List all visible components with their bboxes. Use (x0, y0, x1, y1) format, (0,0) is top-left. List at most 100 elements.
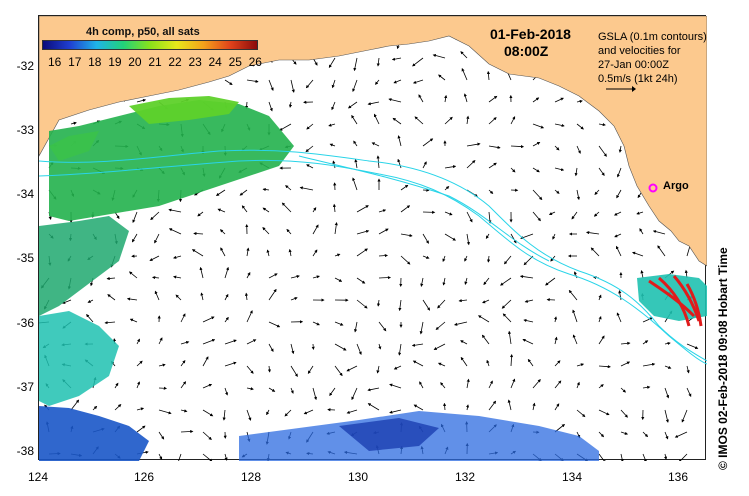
velocity-arrow (501, 299, 512, 309)
velocity-arrow (400, 255, 411, 265)
velocity-arrow (136, 338, 140, 345)
velocity-arrow (224, 387, 229, 396)
velocity-arrow (466, 142, 481, 147)
velocity-arrow (444, 94, 448, 103)
velocity-arrow (224, 339, 237, 345)
velocity-arrow (443, 402, 447, 411)
velocity-arrow (554, 97, 564, 103)
velocity-arrow (664, 431, 669, 440)
velocity-arrow (70, 399, 80, 411)
velocity-arrow (356, 299, 368, 309)
velocity-arrow (334, 343, 347, 351)
land-mass (39, 16, 707, 267)
velocity-arrow (510, 116, 516, 125)
velocity-arrow (266, 409, 270, 416)
x-tick-label: 134 (561, 470, 583, 484)
velocity-arrow (373, 113, 380, 125)
velocity-arrow (281, 202, 292, 213)
velocity-arrow (532, 378, 541, 389)
velocity-arrow (598, 145, 607, 157)
velocity-arrow (354, 158, 358, 169)
velocity-arrow (267, 365, 272, 373)
velocity-arrow (378, 228, 389, 235)
velocity-arrow (412, 79, 424, 84)
velocity-arrow (481, 334, 490, 345)
velocity-arrow (664, 341, 671, 346)
velocity-arrow (465, 404, 470, 411)
colorbar-tick: 25 (228, 55, 242, 69)
velocity-arrow (290, 275, 300, 279)
velocity-arrow (681, 409, 688, 423)
velocity-arrow (114, 382, 119, 389)
velocity-arrow (222, 409, 226, 421)
velocity-arrow (510, 378, 516, 389)
velocity-arrow (532, 211, 541, 222)
velocity-arrow (572, 309, 578, 323)
velocity-arrow (576, 189, 580, 201)
velocity-arrow (620, 409, 628, 418)
velocity-arrow (522, 338, 534, 345)
velocity-arrow (389, 383, 402, 389)
x-tick-label: 128 (240, 470, 262, 484)
velocity-arrow (152, 275, 160, 280)
velocity-arrow (70, 121, 77, 125)
velocity-arrow (527, 358, 534, 367)
velocity-arrow (433, 343, 446, 350)
velocity-arrow (246, 79, 259, 83)
colorbar-tick: 18 (88, 55, 102, 69)
velocity-arrow (466, 378, 470, 389)
velocity-arrow (392, 117, 402, 125)
legend-line: 27-Jan 00:00Z (598, 59, 669, 71)
velocity-arrow (466, 211, 473, 223)
velocity-arrow (334, 365, 343, 377)
velocity-arrow (367, 403, 380, 411)
velocity-arrow (312, 207, 317, 213)
velocity-arrow (334, 321, 344, 326)
velocity-arrow (523, 318, 534, 323)
colorbar-tick: 24 (208, 55, 222, 69)
x-tick-label: 124 (27, 470, 49, 484)
colorbar-tick: 16 (48, 55, 62, 69)
velocity-arrow (224, 361, 237, 367)
velocity-arrow (149, 255, 160, 261)
velocity-arrow (554, 123, 565, 127)
velocity-arrow (191, 249, 204, 257)
velocity-arrow (510, 167, 516, 173)
velocity-arrow (598, 409, 610, 416)
velocity-arrow (486, 70, 491, 81)
velocity-arrow (438, 74, 446, 81)
velocity-arrow (106, 276, 116, 281)
velocity-arrow (136, 381, 140, 389)
velocity-arrow (686, 343, 699, 349)
velocity-arrow (202, 431, 212, 441)
velocity-arrow (197, 211, 204, 217)
velocity-arrow (486, 359, 490, 367)
velocity-arrow (376, 57, 380, 67)
velocity-arrow (598, 123, 606, 127)
velocity-arrow (444, 211, 453, 216)
velocity-arrow (432, 53, 446, 59)
velocity-arrow (488, 145, 501, 149)
velocity-arrow (411, 343, 424, 347)
velocity-arrow (239, 189, 248, 196)
velocity-arrow (620, 341, 631, 345)
velocity-arrow (279, 123, 292, 131)
velocity-arrow (664, 409, 669, 423)
velocity-arrow (303, 409, 314, 415)
velocity-arrow (642, 453, 647, 461)
velocity-arrow (618, 145, 622, 153)
velocity-arrow (422, 161, 427, 169)
velocity-arrow (92, 405, 98, 411)
velocity-arrow (420, 277, 424, 287)
velocity-arrow (114, 404, 122, 411)
velocity-arrow (224, 293, 229, 301)
velocity-arrow (150, 211, 160, 221)
velocity-arrow (374, 79, 380, 85)
velocity-arrow (414, 116, 424, 125)
velocity-arrow (532, 167, 540, 173)
velocity-arrow (507, 399, 512, 411)
legend-line: 0.5m/s (1kt 24h) (598, 73, 678, 85)
velocity-arrow (620, 453, 624, 461)
velocity-arrow (598, 453, 606, 461)
velocity-arrow (413, 404, 424, 411)
